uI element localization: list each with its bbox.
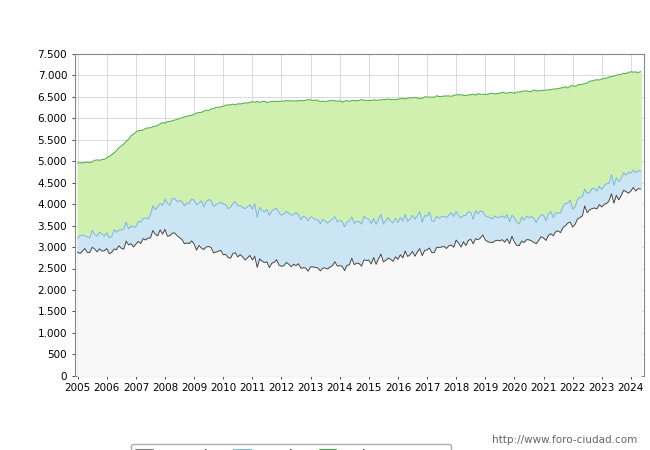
Legend: Ocupados, Parados, Hab. entre 16-64: Ocupados, Parados, Hab. entre 16-64 bbox=[131, 444, 451, 450]
Text: Fortuna - Evolucion de la poblacion en edad de Trabajar Mayo de 2024: Fortuna - Evolucion de la poblacion en e… bbox=[66, 16, 584, 31]
Text: http://www.foro-ciudad.com: http://www.foro-ciudad.com bbox=[492, 435, 637, 445]
